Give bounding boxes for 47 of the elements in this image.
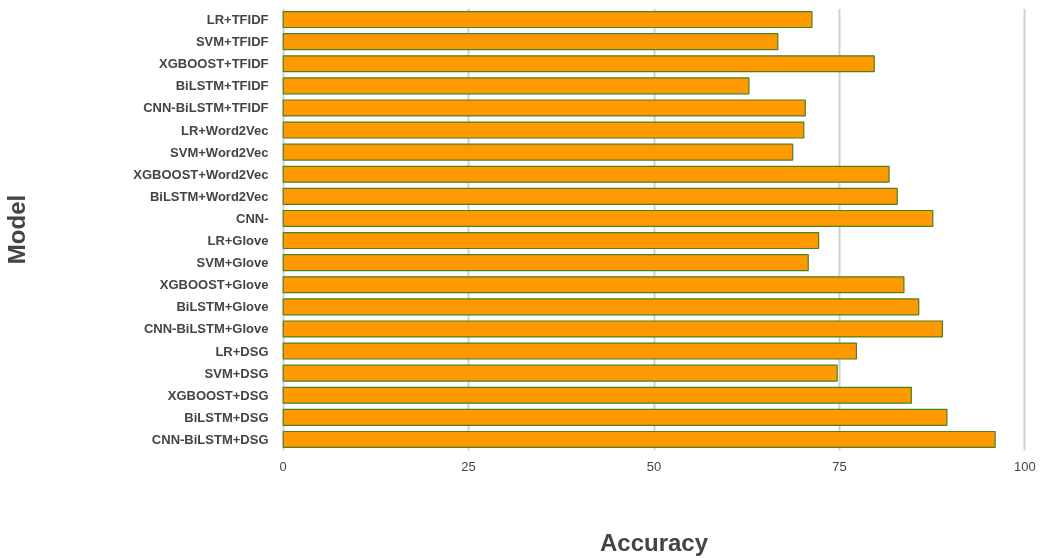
bar: [282, 55, 875, 73]
bar: [282, 209, 934, 228]
bar: [282, 254, 809, 272]
bar: [282, 364, 838, 382]
bar: [282, 231, 820, 250]
y-tick-label: LR+Glove: [207, 233, 269, 249]
bar: [282, 408, 948, 426]
y-tick-label: BiLSTM+TFIDF: [175, 78, 269, 94]
x-tick-label: 75: [832, 458, 847, 474]
y-tick-label: BiLSTM+DSG: [184, 409, 269, 425]
y-tick-label: SVM+TFIDF: [195, 34, 269, 50]
x-tick-label: 0: [279, 458, 287, 474]
y-tick-label: SVM+Glove: [196, 255, 269, 271]
bar: [282, 165, 890, 183]
y-tick-label: CNN-BiLSTM+DSG: [151, 431, 269, 447]
bar: [282, 386, 912, 404]
bar: [282, 99, 806, 117]
y-tick-label: CNN-: [236, 210, 269, 226]
y-tick-label: CNN-BiLSTM+Glove: [143, 321, 269, 337]
bar: [282, 77, 750, 95]
y-tick-label: SVM+Word2Vec: [170, 144, 269, 160]
bar: [282, 276, 905, 294]
x-tick-label: 100: [1013, 458, 1036, 474]
y-tick-label: BiLSTM+Word2Vec: [149, 188, 269, 204]
y-tick-label: LR+TFIDF: [206, 12, 269, 28]
y-tick-label: LR+DSG: [215, 343, 269, 359]
bar: [282, 320, 944, 338]
y-tick-label: LR+Word2Vec: [180, 122, 269, 138]
y-tick-label: XGBOOST+Glove: [159, 277, 269, 293]
x-tick-label: 25: [461, 458, 476, 474]
x-axis-title: Accuracy: [599, 528, 709, 556]
y-tick-label: SVM+DSG: [204, 365, 269, 381]
bar: [282, 187, 898, 205]
y-tick-label: XGBOOST+DSG: [167, 387, 269, 403]
bar: [282, 121, 805, 139]
y-tick-label: BiLSTM+Glove: [176, 299, 269, 315]
y-tick-label: XGBOOST+TFIDF: [159, 56, 269, 72]
bar: [282, 33, 779, 51]
x-tick-label: 50: [646, 458, 662, 474]
y-tick-label: CNN-BiLSTM+TFIDF: [143, 100, 269, 116]
y-tick-label: XGBOOST+Word2Vec: [133, 166, 269, 182]
bar: [282, 430, 996, 449]
bar: [282, 10, 813, 29]
bar: [282, 298, 920, 316]
bar: [282, 342, 858, 360]
bar: [282, 143, 794, 161]
y-axis-title: Model: [3, 194, 31, 265]
